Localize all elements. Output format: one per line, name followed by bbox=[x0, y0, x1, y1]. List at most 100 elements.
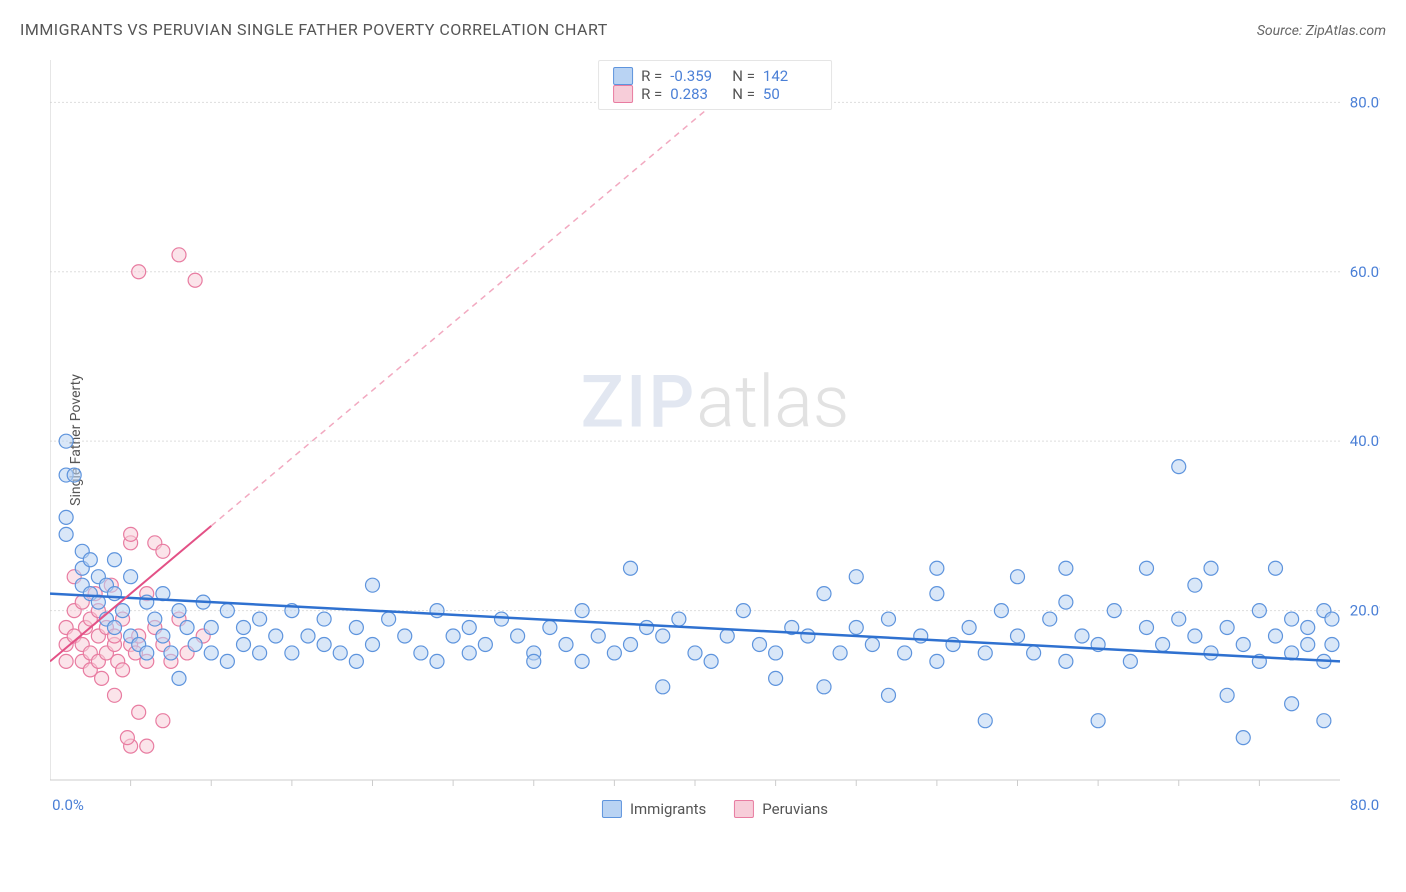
data-point bbox=[656, 629, 670, 643]
x-tick-label: 0.0% bbox=[52, 796, 84, 814]
n-value: 142 bbox=[763, 67, 817, 85]
data-point bbox=[575, 654, 589, 668]
data-point bbox=[1220, 621, 1234, 635]
data-point bbox=[220, 604, 234, 618]
data-point bbox=[575, 604, 589, 618]
data-point bbox=[1140, 561, 1154, 575]
data-point bbox=[624, 637, 638, 651]
data-point bbox=[833, 646, 847, 660]
trend-line bbox=[211, 60, 937, 526]
y-tick-label: 40.0% bbox=[1350, 432, 1380, 450]
data-point bbox=[1140, 621, 1154, 635]
data-point bbox=[188, 273, 202, 287]
data-point bbox=[543, 621, 557, 635]
r-label: R = bbox=[641, 67, 662, 85]
y-tick-label: 80.0% bbox=[1350, 93, 1380, 111]
data-point bbox=[132, 265, 146, 279]
y-tick-label: 20.0% bbox=[1350, 602, 1380, 620]
data-point bbox=[1091, 714, 1105, 728]
data-point bbox=[349, 654, 363, 668]
data-point bbox=[704, 654, 718, 668]
legend-swatch bbox=[613, 85, 633, 103]
data-point bbox=[366, 578, 380, 592]
data-point bbox=[382, 612, 396, 626]
data-point bbox=[591, 629, 605, 643]
data-point bbox=[1285, 697, 1299, 711]
data-point bbox=[1220, 688, 1234, 702]
data-point bbox=[978, 646, 992, 660]
data-point bbox=[849, 570, 863, 584]
data-point bbox=[1204, 561, 1218, 575]
legend-swatch bbox=[613, 67, 633, 85]
data-point bbox=[349, 621, 363, 635]
data-point bbox=[108, 621, 122, 635]
data-point bbox=[1269, 629, 1283, 643]
data-point bbox=[672, 612, 686, 626]
data-point bbox=[446, 629, 460, 643]
data-point bbox=[1107, 604, 1121, 618]
data-point bbox=[59, 510, 73, 524]
data-point bbox=[1252, 604, 1266, 618]
data-point bbox=[978, 714, 992, 728]
data-point bbox=[511, 629, 525, 643]
data-point bbox=[140, 646, 154, 660]
data-point bbox=[1011, 629, 1025, 643]
data-point bbox=[220, 654, 234, 668]
data-point bbox=[865, 637, 879, 651]
data-point bbox=[1059, 654, 1073, 668]
data-point bbox=[156, 714, 170, 728]
data-point bbox=[656, 680, 670, 694]
data-point bbox=[148, 612, 162, 626]
data-point bbox=[172, 248, 186, 262]
data-point bbox=[172, 671, 186, 685]
data-point bbox=[527, 654, 541, 668]
data-point bbox=[930, 654, 944, 668]
data-point bbox=[59, 654, 73, 668]
data-point bbox=[285, 646, 299, 660]
data-point bbox=[1301, 621, 1315, 635]
chart-title: IMMIGRANTS VS PERUVIAN SINGLE FATHER POV… bbox=[20, 20, 608, 39]
data-point bbox=[994, 604, 1008, 618]
data-point bbox=[720, 629, 734, 643]
data-point bbox=[1285, 612, 1299, 626]
data-point bbox=[132, 705, 146, 719]
data-point bbox=[156, 544, 170, 558]
data-point bbox=[59, 434, 73, 448]
data-point bbox=[882, 688, 896, 702]
data-point bbox=[849, 621, 863, 635]
data-point bbox=[1156, 637, 1170, 651]
data-point bbox=[124, 570, 138, 584]
data-point bbox=[495, 612, 509, 626]
data-point bbox=[769, 646, 783, 660]
data-point bbox=[333, 646, 347, 660]
data-point bbox=[172, 604, 186, 618]
data-point bbox=[1172, 460, 1186, 474]
legend-item: Peruvians bbox=[734, 800, 828, 818]
data-point bbox=[1027, 646, 1041, 660]
data-point bbox=[1075, 629, 1089, 643]
n-label: N = bbox=[732, 85, 755, 103]
data-point bbox=[817, 587, 831, 601]
correlation-legend: R =-0.359N =142R =0.283N =50 bbox=[598, 60, 832, 110]
data-point bbox=[317, 612, 331, 626]
data-point bbox=[607, 646, 621, 660]
data-point bbox=[1172, 612, 1186, 626]
data-point bbox=[1043, 612, 1057, 626]
data-point bbox=[624, 561, 638, 575]
data-point bbox=[930, 587, 944, 601]
data-point bbox=[398, 629, 412, 643]
data-point bbox=[1188, 578, 1202, 592]
data-point bbox=[253, 612, 267, 626]
data-point bbox=[204, 646, 218, 660]
data-point bbox=[1188, 629, 1202, 643]
legend-row: R =0.283N =50 bbox=[613, 85, 817, 103]
data-point bbox=[156, 629, 170, 643]
data-point bbox=[1059, 595, 1073, 609]
data-point bbox=[736, 604, 750, 618]
legend-label: Immigrants bbox=[630, 800, 706, 818]
data-point bbox=[688, 646, 702, 660]
data-point bbox=[882, 612, 896, 626]
data-point bbox=[1059, 561, 1073, 575]
data-point bbox=[95, 671, 109, 685]
data-point bbox=[164, 646, 178, 660]
